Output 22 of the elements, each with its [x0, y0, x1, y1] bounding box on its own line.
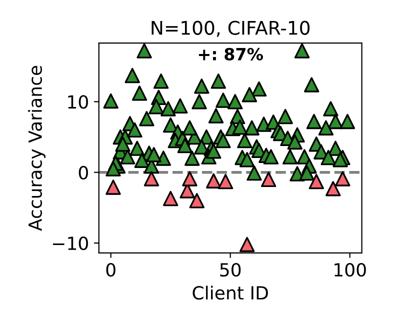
point	[189, 193, 204, 208]
point	[218, 174, 234, 190]
point	[182, 171, 198, 186]
x-axis-title: Client ID	[192, 286, 268, 300]
chart-title: N=100, CIFAR-10	[152, 20, 310, 37]
point	[239, 236, 255, 252]
y-axis-title: Accuracy Variance	[28, 66, 46, 231]
point	[162, 190, 178, 206]
x-tick-label: 0	[106, 262, 116, 277]
point	[106, 180, 121, 195]
point	[206, 173, 222, 188]
point	[335, 171, 350, 186]
point	[308, 174, 324, 190]
x-tick-label: 100	[334, 262, 366, 277]
point	[326, 181, 341, 196]
y-tick-label: 0	[78, 166, 88, 180]
y-tick-label: −10	[52, 236, 88, 250]
point	[144, 171, 160, 186]
x-tick-label: 50	[220, 262, 241, 277]
point	[260, 172, 276, 188]
annotation: +: 87%	[198, 48, 263, 60]
y-tick-label: 10	[68, 95, 88, 109]
